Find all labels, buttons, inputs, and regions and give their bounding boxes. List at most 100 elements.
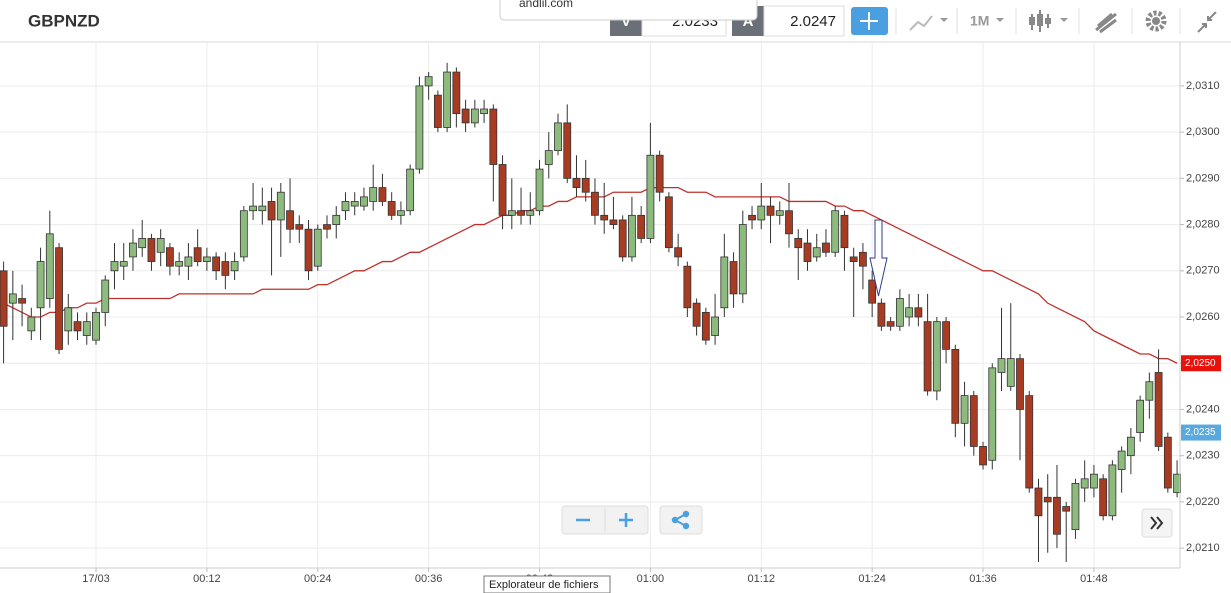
candle-body [840, 214, 849, 249]
candle-body [230, 261, 239, 272]
share-icon-dot [671, 516, 679, 524]
candle-body [591, 191, 599, 216]
candle-body [166, 247, 174, 267]
tooltip-text: Explorateur de fichiers [489, 579, 599, 591]
y-tick-label: 2,0300 [1186, 126, 1220, 138]
candle-body [720, 256, 729, 309]
candle-body [461, 108, 470, 124]
candle-body [600, 214, 609, 221]
candle-body [0, 270, 8, 327]
candle-body [766, 205, 775, 216]
candle-body [55, 247, 63, 350]
candle-body [535, 168, 544, 212]
candle-body [711, 316, 719, 336]
candle-body [489, 108, 498, 165]
candle-body [1043, 496, 1052, 503]
candle-body [350, 201, 359, 207]
candle-body [517, 210, 525, 216]
candle-body [1145, 381, 1154, 401]
candle-body [868, 279, 877, 304]
candle-body [221, 261, 230, 276]
candle-body [942, 321, 950, 350]
candle-body [914, 307, 923, 318]
candle-body [507, 210, 516, 216]
candle-body [27, 316, 36, 332]
candle-body [849, 256, 858, 262]
candle-body [886, 321, 895, 327]
candle-body [738, 224, 747, 295]
share-button[interactable] [659, 505, 703, 535]
draw-icon[interactable] [1095, 12, 1117, 34]
candle-body [637, 214, 646, 239]
x-tick-label: 01:36 [969, 573, 997, 585]
candle-body [822, 242, 830, 253]
candle-body [1080, 478, 1089, 489]
candle-body [692, 302, 701, 327]
candle-body [267, 201, 276, 221]
collapse-icon[interactable] [1197, 11, 1217, 33]
candle-body [147, 238, 156, 262]
candle-body [859, 251, 867, 267]
candle-body [138, 238, 147, 249]
candle-body [92, 311, 100, 341]
candle-body [129, 242, 137, 258]
candle-body [249, 205, 257, 212]
crosshair-icon [860, 12, 878, 30]
x-tick-label: 01:12 [748, 573, 776, 585]
settings-icon[interactable] [1145, 10, 1167, 32]
candle-body [748, 214, 756, 221]
x-tick-label: 00:36 [415, 573, 443, 585]
candle-body [175, 261, 184, 267]
candles-icon-body [1045, 18, 1051, 24]
candle-body [563, 122, 572, 179]
candle-body [1034, 487, 1043, 517]
y-tick-label: 2,0210 [1186, 542, 1220, 554]
candle-body [729, 261, 738, 295]
candle-body [609, 219, 618, 225]
zoom-in[interactable] [619, 513, 633, 527]
candle-body [156, 238, 165, 253]
candle-body [618, 219, 627, 258]
candle-body [212, 256, 221, 272]
candle-body [544, 150, 553, 165]
x-tick-label: 01:48 [1080, 573, 1108, 585]
candle-body [803, 242, 812, 262]
y-tick-label: 2,0310 [1186, 80, 1220, 92]
candle-body [18, 298, 26, 304]
candle-body [1117, 450, 1126, 470]
candle-body [480, 108, 488, 115]
dropdown-arrow [940, 18, 948, 22]
candle-body [554, 122, 562, 152]
x-tick-label: 00:24 [304, 573, 332, 585]
candle-body [785, 210, 793, 235]
x-tick-label: 01:00 [637, 573, 665, 585]
y-tick-label: 2,0240 [1186, 403, 1220, 415]
y-tick-label: 2,0220 [1186, 496, 1220, 508]
moving-average-line [3, 186, 1178, 364]
candle-body [960, 395, 969, 424]
settings-icon-core [1152, 17, 1160, 25]
chart-type-icon[interactable] [909, 15, 933, 31]
candle-body [424, 76, 433, 87]
candle-body [905, 307, 914, 318]
x-tick-label: 01:24 [858, 573, 886, 585]
candle-body [646, 154, 655, 239]
candle-body [433, 94, 442, 128]
candle-body [313, 228, 322, 267]
candle-body [775, 210, 784, 216]
candle-body [276, 191, 285, 221]
price-tag [1181, 424, 1221, 441]
candle-body [64, 307, 73, 332]
timeframe[interactable]: 1M [970, 13, 989, 29]
candle-body [1154, 372, 1163, 447]
buy-price-box[interactable] [763, 5, 845, 37]
candle-body [923, 321, 932, 392]
candle-body [193, 247, 202, 262]
plot-area: 2,0210 2,0220 2,0230 2,0240 2,0250 2,0260 2,02… [0, 42, 1221, 585]
price-tag [1181, 355, 1221, 372]
share-icon-dot [682, 510, 690, 518]
candle-body [1053, 496, 1061, 535]
candle-body [239, 210, 248, 258]
